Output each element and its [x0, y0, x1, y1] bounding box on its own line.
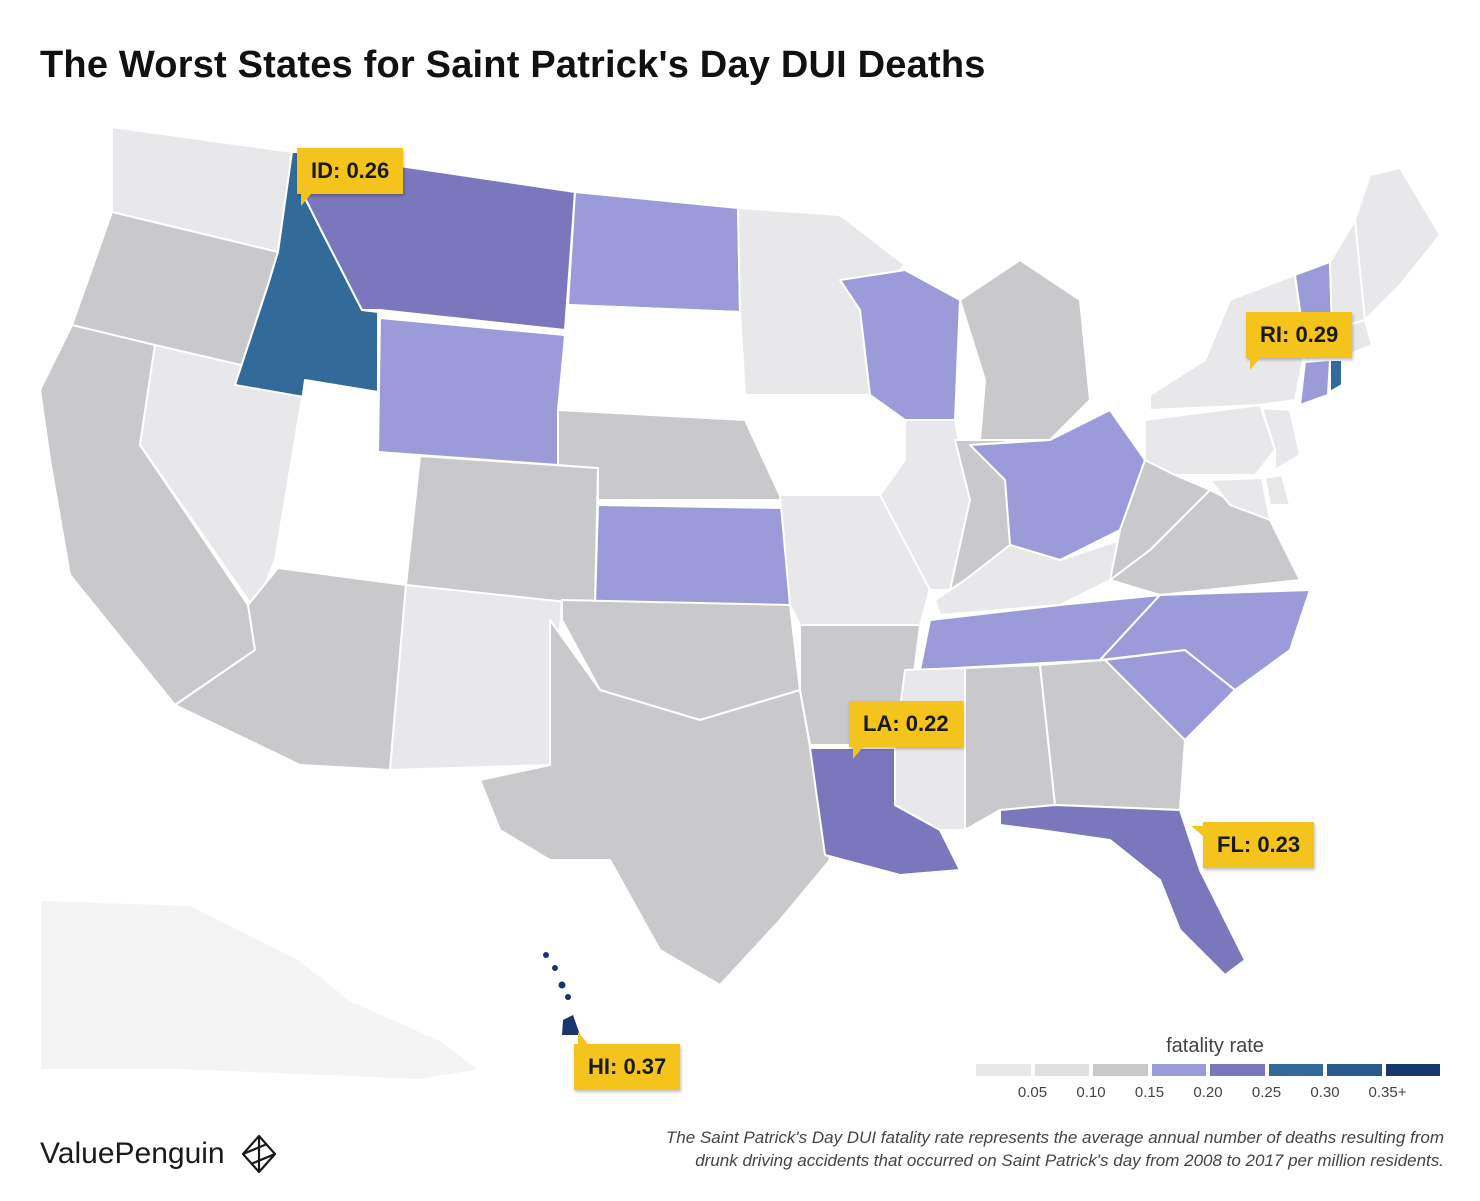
legend-tick-label: 0.35+: [1368, 1084, 1407, 1101]
state-IL[interactable]: [879, 419, 971, 591]
state-NE[interactable]: [557, 409, 783, 501]
state-ME[interactable]: [1354, 167, 1441, 321]
legend-tick-label: 0.05: [1017, 1084, 1048, 1101]
footnote-line-2: drunk driving accidents that occurred on…: [695, 1151, 1444, 1170]
state-MD[interactable]: [1209, 477, 1271, 521]
callout-la-pointer: [853, 747, 863, 759]
brand-name: ValuePenguin: [40, 1137, 225, 1170]
callout-hi-pointer: [578, 1032, 588, 1044]
legend-swatch: [976, 1064, 1031, 1076]
penguin-logo-icon: [241, 1134, 276, 1174]
callout-ri-label: RI: 0.29: [1260, 322, 1339, 347]
map-title: The Worst States for Saint Patrick's Day…: [40, 44, 986, 86]
callout-fl: FL: 0.23: [1191, 822, 1315, 868]
legend-swatch: [1327, 1064, 1382, 1076]
state-NJ[interactable]: [1261, 407, 1301, 471]
legend-swatch: [1093, 1064, 1148, 1076]
state-NM[interactable]: [389, 584, 563, 771]
callout-id: ID: 0.26: [297, 148, 404, 206]
callout-id-label: ID: 0.26: [311, 158, 390, 183]
state-DE[interactable]: [1264, 474, 1291, 506]
state-TX[interactable]: [479, 619, 831, 986]
legend-tick-label: 0.25: [1251, 1084, 1282, 1101]
legend-swatch: [1385, 1064, 1440, 1076]
footnote: The Saint Patrick's Day DUI fatality rat…: [464, 1126, 1444, 1172]
state-MS[interactable]: [894, 667, 966, 831]
legend-color-bar: [976, 1064, 1440, 1076]
legend-swatch: [1151, 1064, 1206, 1076]
state-MI[interactable]: [959, 259, 1091, 441]
legend-ticks: 0.05 0.10 0.15 0.20 0.25 0.30 0.35+: [976, 1084, 1440, 1106]
legend-title: fatality rate: [1166, 1035, 1264, 1057]
state-RI[interactable]: [1329, 359, 1343, 393]
state-WY[interactable]: [377, 317, 566, 466]
callout-ri: RI: 0.29: [1246, 312, 1353, 370]
callout-la-label: LA: 0.22: [863, 711, 949, 736]
legend-swatch: [1034, 1064, 1089, 1076]
callout-hi-label: HI: 0.37: [588, 1054, 667, 1079]
legend-swatch: [1210, 1064, 1265, 1076]
state-HI[interactable]: [543, 952, 580, 1035]
callout-la: LA: 0.22: [849, 701, 963, 759]
legend: fatality rate 0.05 0.10 0.15 0.20 0.25 0.30 0.…: [976, 1035, 1440, 1106]
state-CT[interactable]: [1299, 359, 1331, 406]
callout-fl-label: FL: 0.23: [1217, 832, 1301, 857]
state-PA[interactable]: [1144, 404, 1276, 476]
state-KS[interactable]: [594, 504, 791, 606]
callout-fl-pointer: [1191, 826, 1203, 836]
state-ND[interactable]: [567, 191, 741, 313]
legend-tick-label: 0.30: [1310, 1084, 1340, 1101]
callout-hi: HI: 0.37: [574, 1032, 681, 1090]
state-SD[interactable]: [557, 304, 746, 421]
footnote-line-1: The Saint Patrick's Day DUI fatality rat…: [665, 1128, 1444, 1147]
state-CO[interactable]: [405, 455, 599, 606]
legend-tick-label: 0.15: [1134, 1084, 1165, 1101]
state-GA[interactable]: [1039, 659, 1186, 811]
callout-id-pointer: [301, 194, 311, 206]
brand: ValuePenguin: [40, 1132, 281, 1176]
state-FL[interactable]: [999, 804, 1246, 976]
legend-tick-label: 0.20: [1193, 1084, 1223, 1101]
legend-tick-label: 0.10: [1076, 1084, 1106, 1101]
legend-swatch: [1268, 1064, 1323, 1076]
state-AK[interactable]: [39, 899, 481, 1081]
callout-ri-pointer: [1250, 358, 1260, 370]
